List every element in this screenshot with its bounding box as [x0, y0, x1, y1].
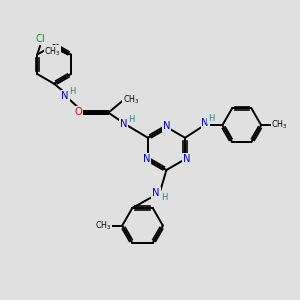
Text: Cl: Cl: [36, 34, 46, 44]
Text: CH$_3$: CH$_3$: [123, 94, 139, 106]
Text: N: N: [120, 119, 128, 129]
Text: N: N: [142, 154, 150, 164]
Text: N: N: [201, 118, 209, 128]
Text: N: N: [61, 91, 69, 101]
Text: H: H: [128, 115, 134, 124]
Text: N: N: [183, 154, 190, 164]
Text: N: N: [163, 121, 170, 131]
Text: O: O: [75, 107, 83, 117]
Text: CH$_3$: CH$_3$: [95, 219, 112, 232]
Text: H: H: [69, 87, 75, 96]
Text: CH$_3$: CH$_3$: [44, 45, 61, 58]
Text: N: N: [152, 188, 160, 198]
Text: H: H: [208, 114, 214, 123]
Text: CH$_3$: CH$_3$: [272, 119, 288, 131]
Text: H: H: [161, 193, 167, 202]
